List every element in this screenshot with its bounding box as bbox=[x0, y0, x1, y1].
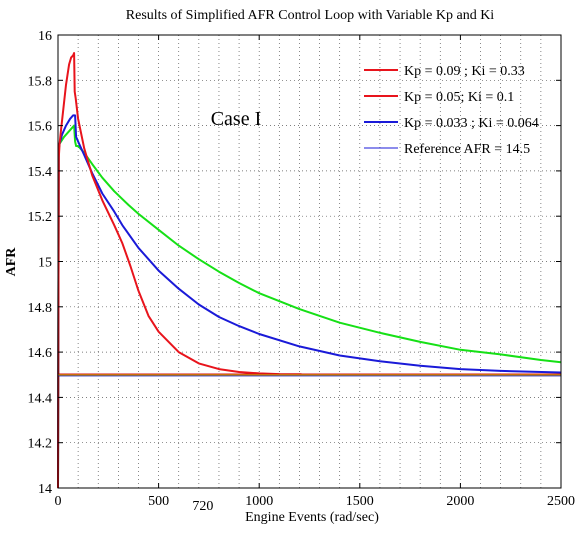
legend-label: Kp = 0.05; Ki = 0.1 bbox=[404, 90, 514, 105]
y-tick-label: 14.2 bbox=[28, 437, 53, 452]
legend-label: Kp = 0.09 ; Ki = 0.33 bbox=[404, 64, 525, 79]
y-tick-label: 15.6 bbox=[28, 120, 53, 135]
legend-label: Reference AFR = 14.5 bbox=[404, 142, 530, 157]
legend-label: Kp = 0.033 ; Ki = 0.064 bbox=[404, 116, 539, 131]
series-lines bbox=[57, 52, 562, 489]
y-tick-label: 15.4 bbox=[28, 165, 53, 180]
axis-ticks: 0 500 1000 1500 2000 2500 720 14 14.2 14.4 14.6 14.… bbox=[28, 29, 576, 514]
x-tick-label: 1000 bbox=[245, 494, 273, 509]
x-tick-label: 0 bbox=[55, 494, 62, 509]
legend: Kp = 0.09 ; Ki = 0.33 Kp = 0.05; Ki = 0.1… bbox=[364, 64, 539, 157]
y-tick-label: 14 bbox=[38, 482, 52, 497]
x-tick-label: 500 bbox=[148, 494, 169, 509]
series-line bbox=[57, 114, 562, 489]
x-axis-label: Engine Events (rad/sec) bbox=[245, 510, 379, 525]
case-annotation: Case I bbox=[211, 108, 262, 130]
y-tick-label: 14.8 bbox=[28, 301, 53, 316]
y-tick-label: 16 bbox=[38, 29, 52, 44]
x-tick-label: 2500 bbox=[547, 494, 575, 509]
y-axis-label: AFR bbox=[4, 247, 19, 277]
x-tick-label: 2000 bbox=[446, 494, 474, 509]
x-tick-label-extra: 720 bbox=[192, 499, 213, 514]
series-line bbox=[57, 124, 562, 489]
y-tick-label: 14.4 bbox=[28, 391, 53, 406]
chart-title: Results of Simplified AFR Control Loop w… bbox=[126, 8, 495, 23]
x-tick-label: 1500 bbox=[346, 494, 374, 509]
y-tick-label: 15.2 bbox=[28, 210, 53, 225]
series-line bbox=[57, 52, 302, 489]
y-tick-label: 15 bbox=[38, 256, 52, 271]
y-tick-label: 14.6 bbox=[28, 346, 53, 361]
y-tick-label: 15.8 bbox=[28, 74, 53, 89]
